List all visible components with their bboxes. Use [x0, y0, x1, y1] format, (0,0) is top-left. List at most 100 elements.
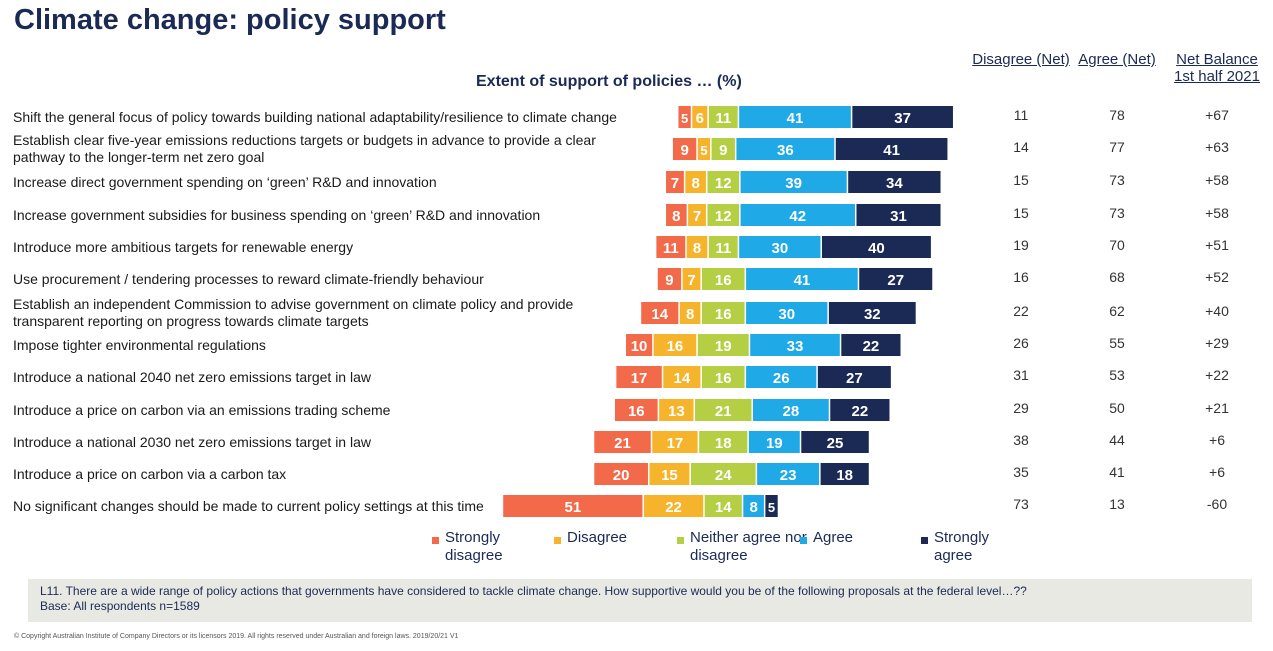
data-label: 30 — [771, 240, 788, 257]
bar-segment — [503, 495, 643, 517]
legend-swatch — [800, 537, 807, 544]
bar-segment — [707, 204, 740, 226]
bar-segment — [740, 204, 855, 226]
data-label: 26 — [773, 370, 790, 387]
data-label: 23 — [780, 467, 797, 484]
bar-segment — [666, 171, 684, 193]
bar-segment — [643, 495, 704, 517]
bar-segment — [821, 236, 931, 258]
bar-segment — [697, 138, 711, 160]
data-label: 36 — [777, 142, 794, 159]
data-label: 5 — [700, 143, 707, 158]
bar-segment — [616, 366, 662, 388]
data-label: 6 — [696, 110, 704, 127]
data-label: 8 — [672, 208, 680, 225]
bar-segment — [678, 106, 691, 128]
agree-net-value: 68 — [1109, 269, 1125, 285]
column-header-disagree: Disagree (Net) — [972, 51, 1070, 68]
row-label: Establish clear five-year emissions redu… — [13, 132, 596, 165]
row-label: Introduce more ambitious targets for ren… — [13, 238, 354, 255]
bar-segment — [859, 268, 933, 290]
disagree-net-value: 19 — [1013, 237, 1029, 253]
data-label: 41 — [883, 142, 900, 159]
data-label: 11 — [715, 240, 731, 257]
bar-segment — [708, 236, 738, 258]
data-label: 42 — [789, 208, 806, 225]
data-label: 16 — [667, 338, 684, 355]
bar-segment — [739, 106, 851, 128]
data-label: 10 — [631, 338, 648, 355]
footnote-box: L11. There are a wide range of policy ac… — [28, 579, 1252, 622]
bar-segment — [657, 268, 682, 290]
bar-segment — [666, 204, 687, 226]
row-label: Shift the general focus of policy toward… — [13, 108, 617, 125]
bar-segment — [830, 399, 890, 421]
data-label: 16 — [628, 403, 645, 420]
bar-segment — [748, 431, 800, 453]
bar-segment — [828, 302, 916, 324]
bar-segment — [663, 366, 701, 388]
bar-segment — [697, 334, 749, 356]
data-label: 24 — [715, 467, 732, 484]
data-label: 18 — [715, 435, 732, 452]
bar-segment — [682, 268, 701, 290]
bar-segment — [701, 268, 745, 290]
disagree-net-value: 22 — [1013, 303, 1029, 319]
net-balance-value: +67 — [1205, 107, 1229, 123]
data-label: 32 — [864, 306, 881, 323]
column-header-agree: Agree (Net) — [1078, 51, 1156, 68]
data-label: 22 — [852, 403, 869, 420]
bar-segment — [614, 399, 658, 421]
data-label: 12 — [715, 208, 732, 225]
bar-segment — [848, 171, 941, 193]
data-label: 21 — [614, 435, 631, 452]
legend-swatch — [554, 537, 561, 544]
bar-segment — [626, 334, 653, 356]
net-balance-value: +21 — [1205, 400, 1229, 416]
data-label: 8 — [686, 306, 694, 323]
legend-swatch — [432, 537, 439, 544]
data-label: 13 — [668, 403, 685, 420]
bar-segment — [856, 204, 941, 226]
bar-segment — [695, 399, 752, 421]
footnote-base: Base: All respondents n=1589 — [40, 599, 200, 613]
agree-net-value: 50 — [1109, 400, 1125, 416]
bar-segment — [690, 463, 756, 485]
page-title: Climate change: policy support — [14, 4, 446, 36]
data-label: 9 — [665, 272, 673, 289]
disagree-net-value: 29 — [1013, 400, 1029, 416]
net-balance-value: +52 — [1205, 269, 1229, 285]
net-balance-value: +40 — [1205, 303, 1229, 319]
net-balance-value: +6 — [1209, 464, 1225, 480]
data-label: 7 — [671, 175, 679, 192]
disagree-net-value: 26 — [1013, 335, 1029, 351]
bar-segment — [659, 399, 694, 421]
row-label: No significant changes should be made to… — [13, 497, 484, 514]
data-label: 7 — [693, 208, 701, 225]
bar-segment — [817, 366, 891, 388]
data-label: 14 — [715, 499, 732, 516]
data-label: 21 — [715, 403, 732, 420]
data-label: 22 — [665, 499, 682, 516]
data-label: 30 — [778, 306, 795, 323]
agree-net-value: 73 — [1109, 172, 1125, 188]
bar-segment — [656, 236, 686, 258]
data-label: 11 — [715, 110, 731, 127]
bar-segment — [757, 463, 820, 485]
data-label: 17 — [667, 435, 684, 452]
agree-net-value: 13 — [1109, 496, 1125, 512]
disagree-net-value: 11 — [1013, 107, 1029, 123]
bar-segment — [750, 334, 840, 356]
bar-segment — [765, 495, 778, 517]
legend-swatch — [677, 537, 684, 544]
bar-segment — [594, 431, 651, 453]
row-label: Introduce a price on carbon via an emiss… — [13, 401, 391, 418]
bar-segment — [820, 463, 869, 485]
data-label: 19 — [715, 338, 732, 355]
data-label: 20 — [613, 467, 630, 484]
bar-segment — [746, 366, 817, 388]
agree-net-value: 78 — [1109, 107, 1125, 123]
bar-segment — [641, 302, 679, 324]
net-balance-value: +58 — [1205, 172, 1229, 188]
bar-segment — [685, 171, 706, 193]
